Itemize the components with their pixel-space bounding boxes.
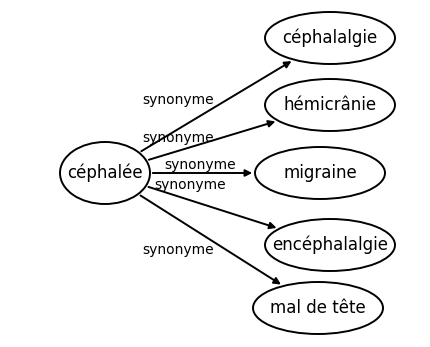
Text: céphalée: céphalée	[67, 164, 142, 182]
Text: encéphalalgie: encéphalalgie	[271, 236, 387, 254]
Text: mal de tête: mal de tête	[270, 299, 365, 317]
Ellipse shape	[264, 219, 394, 271]
Ellipse shape	[252, 282, 382, 334]
Text: céphalalgie: céphalalgie	[282, 29, 377, 47]
Text: hémicrânie: hémicrânie	[283, 96, 376, 114]
Ellipse shape	[60, 142, 150, 204]
Ellipse shape	[255, 147, 384, 199]
Text: migraine: migraine	[283, 164, 356, 182]
Text: synonyme: synonyme	[142, 93, 213, 107]
Text: synonyme: synonyme	[142, 131, 213, 145]
Ellipse shape	[264, 12, 394, 64]
Text: synonyme: synonyme	[154, 178, 225, 192]
Text: synonyme: synonyme	[142, 243, 213, 257]
Ellipse shape	[264, 79, 394, 131]
Text: synonyme: synonyme	[164, 158, 235, 172]
